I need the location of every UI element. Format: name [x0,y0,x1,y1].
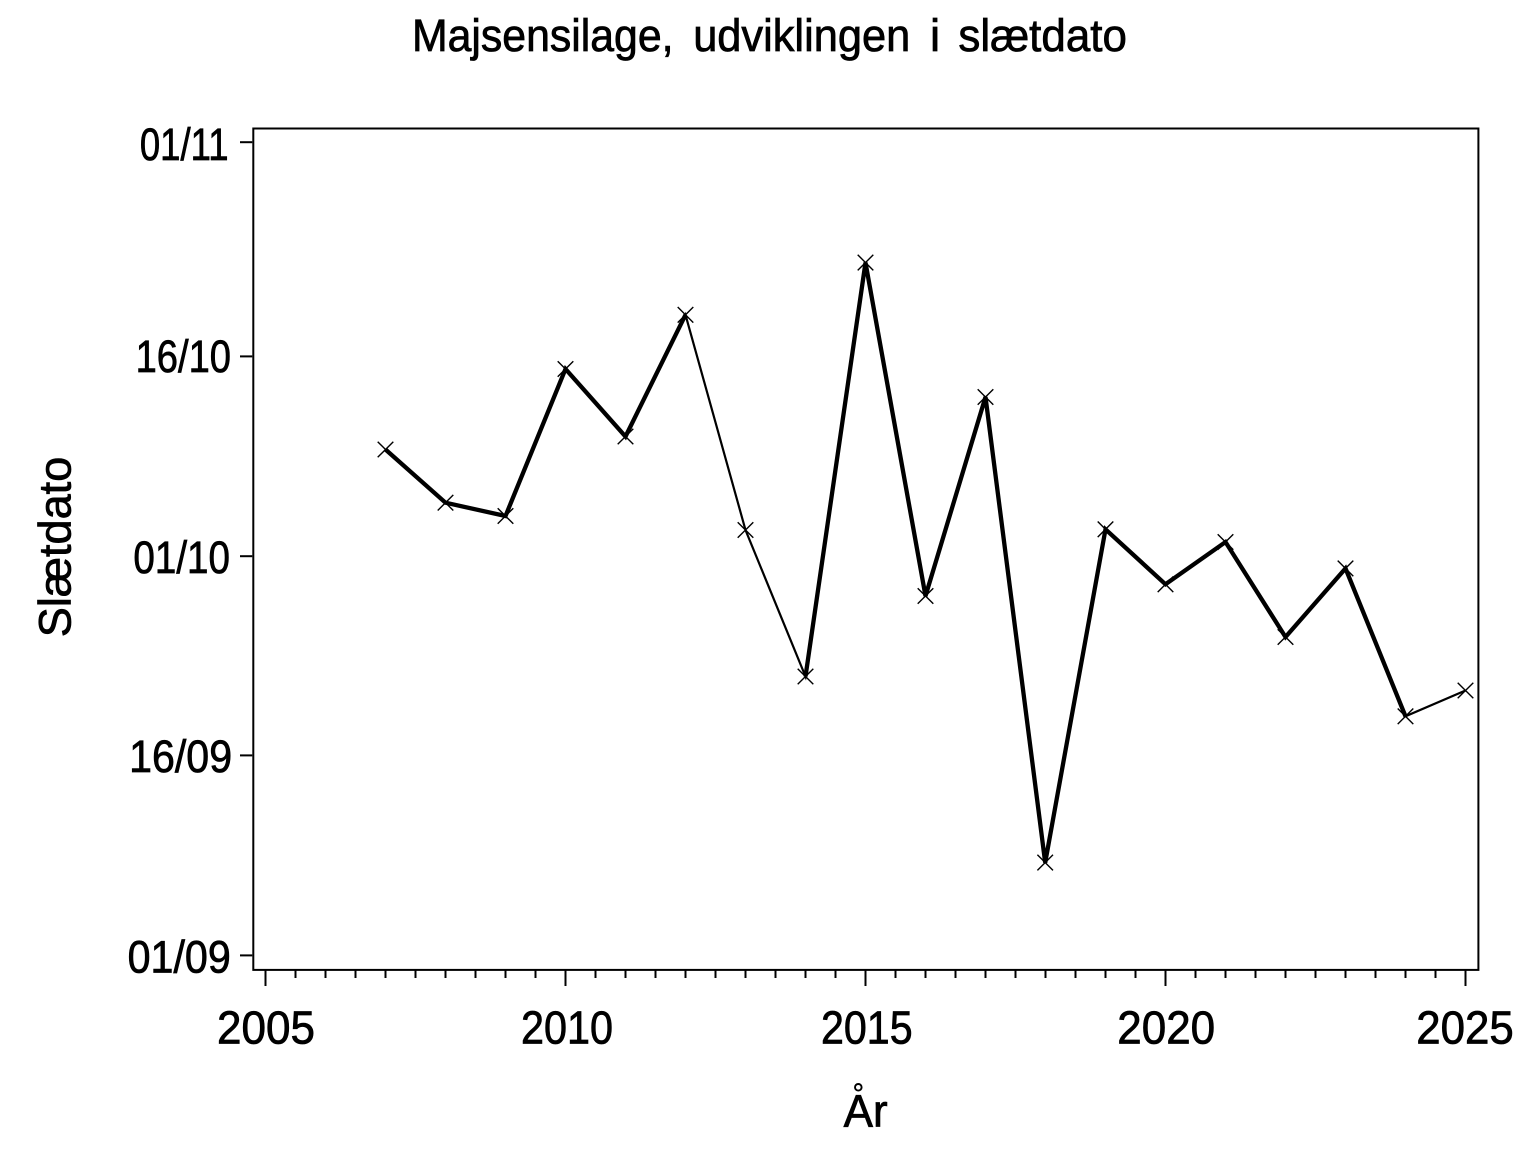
svg-text:i: i [930,10,940,61]
svg-text:Majsensilage,: Majsensilage, [412,10,674,61]
svg-text:01/10: 01/10 [133,532,230,583]
svg-text:2005: 2005 [217,1001,315,1053]
svg-text:16/09: 16/09 [129,731,232,782]
svg-text:2015: 2015 [821,1001,913,1053]
svg-text:2025: 2025 [1416,1001,1514,1053]
svg-text:01/11: 01/11 [140,119,229,170]
svg-text:Ar: Ar [844,1086,888,1137]
svg-text:2010: 2010 [521,1001,613,1053]
svg-text:2020: 2020 [1117,1001,1215,1053]
svg-text:16/10: 16/10 [136,331,231,382]
svg-text:Slætdato: Slætdato [30,457,81,638]
svg-text:udviklingen: udviklingen [693,10,910,61]
svg-text:slætdato: slætdato [958,10,1127,61]
svg-text:01/09: 01/09 [128,932,231,983]
